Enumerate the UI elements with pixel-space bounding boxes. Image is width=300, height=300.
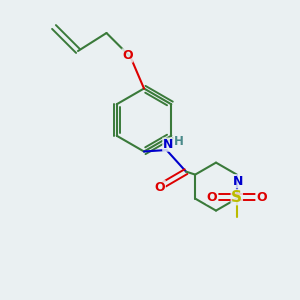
Text: S: S [231,190,242,205]
Text: O: O [122,49,133,62]
Text: O: O [207,190,217,204]
Text: N: N [163,138,173,151]
Text: H: H [174,135,184,148]
Text: O: O [256,190,267,204]
Text: O: O [154,181,165,194]
Text: N: N [233,175,244,188]
